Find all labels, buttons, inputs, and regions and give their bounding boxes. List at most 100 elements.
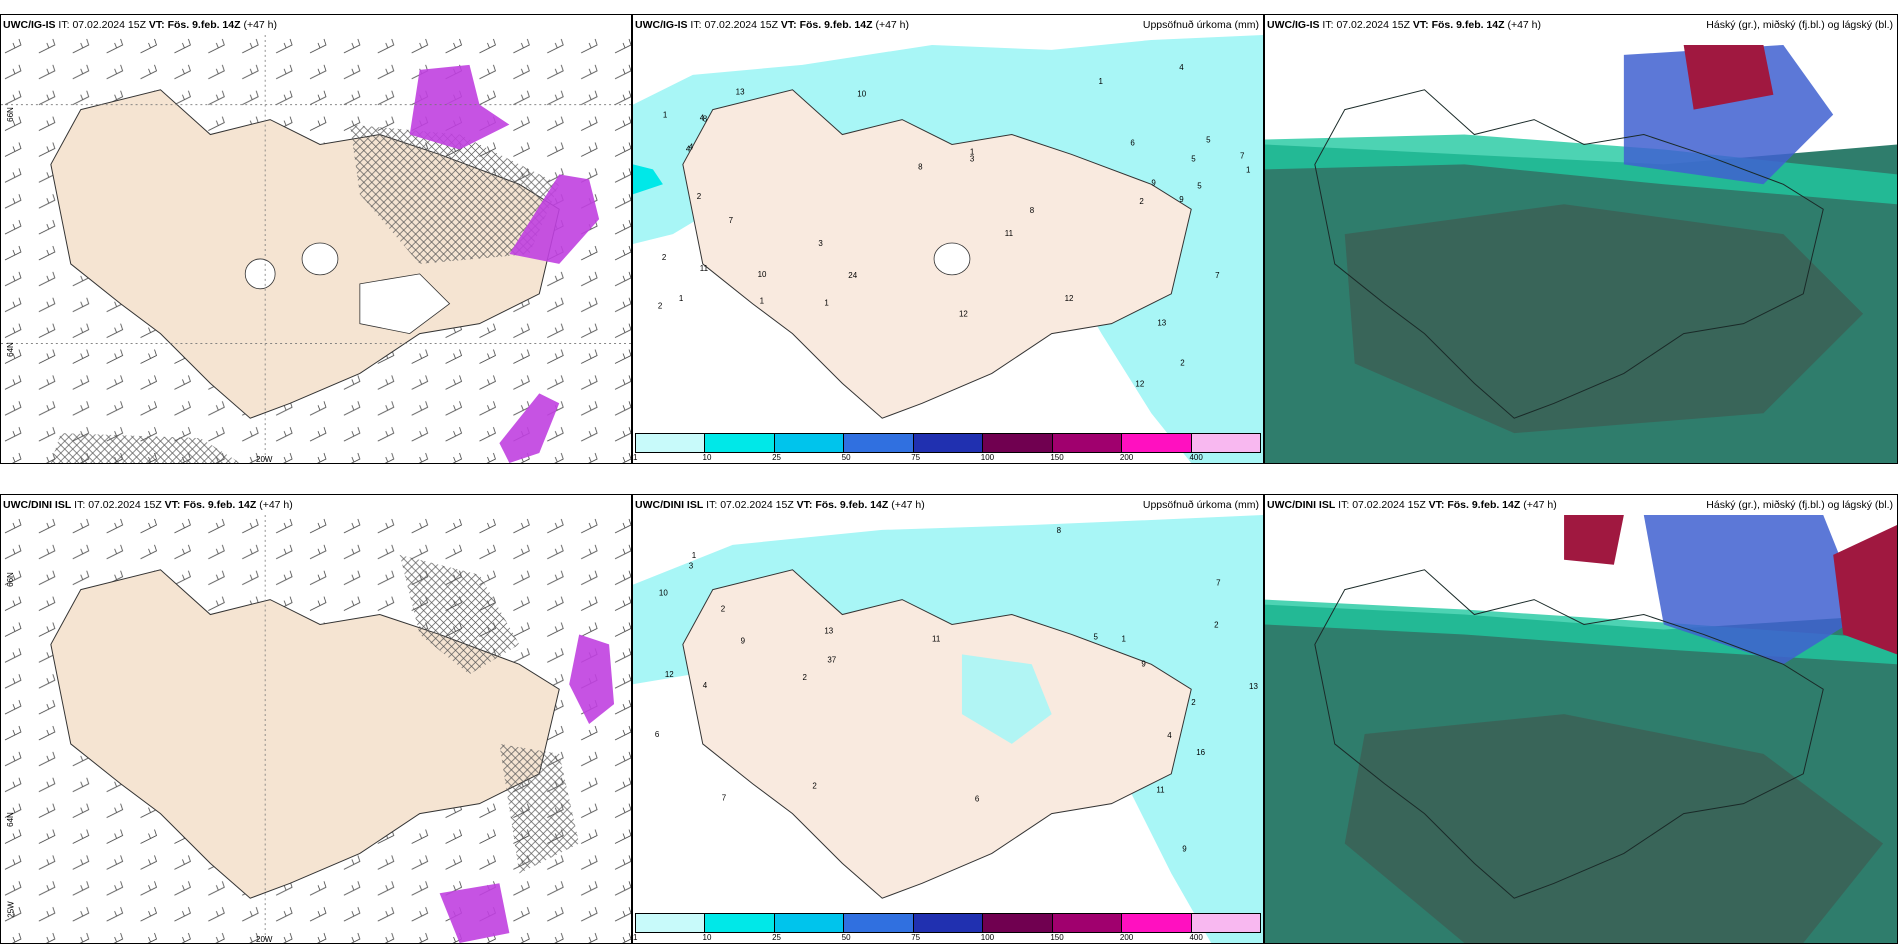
colorbar xyxy=(635,913,1261,933)
precip-map: 1 2 1 2 5 1 4 5 3 4 12 24 8 5 8 1 4 6 7 7 8 11 9 10 13 13 12 10 7 12 4… xyxy=(633,35,1263,463)
precip-value: 1 xyxy=(824,299,829,308)
colorbar-swatch xyxy=(983,914,1053,932)
colorbar-swatch xyxy=(774,434,845,452)
precip-value: 12 xyxy=(1135,379,1144,388)
panel-header: UWC/DINI ISL IT: 07.02.2024 15Z VT: Fös.… xyxy=(1,495,631,515)
precip-value: 1 xyxy=(1121,634,1126,643)
cloud-map xyxy=(1265,515,1897,943)
colorbar-swatch xyxy=(913,434,984,452)
colorbar-label: 50 xyxy=(841,453,851,462)
precip-value: 5 xyxy=(1206,136,1211,145)
precip-value: 3 xyxy=(689,562,694,571)
low-cloud-red xyxy=(1833,524,1897,655)
colorbar-swatch xyxy=(1122,914,1192,932)
precip-value: 8 xyxy=(703,115,708,124)
precip-value: 1 xyxy=(760,297,765,306)
glacier-outline xyxy=(933,242,971,276)
magenta-precip xyxy=(439,883,510,943)
low-cloud-red xyxy=(1564,515,1624,565)
colorbar-swatch xyxy=(913,914,984,932)
panel-precip-bottom: UWC/DINI ISL IT: 07.02.2024 15Z VT: Fös.… xyxy=(632,494,1264,944)
colorbar-label: 10 xyxy=(702,933,712,942)
panel-header: UWC/IG-IS IT: 07.02.2024 15Z VT: Fös. 9.… xyxy=(1265,15,1897,35)
colorbar-label: 10 xyxy=(702,453,712,462)
precip-value: 8 xyxy=(1057,526,1062,535)
colorbar-swatch xyxy=(774,914,845,932)
wind-map xyxy=(1,515,631,943)
precip-value: 4 xyxy=(689,142,694,151)
precip-value: 9 xyxy=(1151,178,1156,187)
hatched-area xyxy=(399,554,520,675)
panel-header: UWC/DINI ISL IT: 07.02.2024 15Z VT: Fös.… xyxy=(633,495,1263,515)
precip-value: 9 xyxy=(1179,195,1184,204)
iceland-landmass xyxy=(682,569,1192,899)
dark-land-cloud xyxy=(1344,204,1864,434)
colorbar-labels: 1 10 25 50 75 100 150 200 400 xyxy=(633,453,1261,463)
precip-value: 16 xyxy=(1196,748,1205,757)
precip-value: 5 xyxy=(1197,181,1202,190)
magenta-precip-3 xyxy=(499,393,560,463)
precip-value: 6 xyxy=(1130,138,1135,147)
precip-value: 12 xyxy=(665,670,674,679)
panel-precip-top: UWC/IG-IS IT: 07.02.2024 15Z VT: Fös. 9.… xyxy=(632,14,1264,464)
magenta-precip-2 xyxy=(509,174,600,264)
colorbar-label: 150 xyxy=(1050,933,1064,942)
lat-label: 64N xyxy=(5,342,15,357)
colorbar-label: 400 xyxy=(1189,933,1203,942)
colorbar-swatch xyxy=(1122,434,1192,452)
colorbar-swatch xyxy=(705,914,775,932)
precip-value: 6 xyxy=(975,795,980,804)
precip-value: 2 xyxy=(662,253,667,262)
magenta-precip xyxy=(569,634,615,725)
precip-value: 5 xyxy=(1094,632,1099,641)
hatched-area-2 xyxy=(50,433,241,463)
precip-value: 12 xyxy=(1065,294,1074,303)
colorbar-swatch xyxy=(844,914,914,932)
precip-value: 4 xyxy=(1179,63,1184,72)
colorbar-swatch xyxy=(1191,914,1260,932)
precip-value: 9 xyxy=(1141,659,1146,668)
precip-value: 2 xyxy=(802,673,807,682)
precip-value: 7 xyxy=(729,216,734,225)
precip-value: 2 xyxy=(1139,197,1144,206)
colorbar-label: 1 xyxy=(633,933,638,942)
mid-cloud-blue xyxy=(1643,515,1864,665)
magenta-precip-1 xyxy=(409,64,510,150)
precip-value: 4 xyxy=(700,114,705,123)
wind-map xyxy=(1,35,631,463)
precip-value: 12 xyxy=(959,310,968,319)
precip-value: 8 xyxy=(1030,206,1035,215)
iceland-landmass xyxy=(50,569,560,899)
colorbar-label: 75 xyxy=(911,453,921,462)
panel-wind-top: UWC/IG-IS IT: 07.02.2024 15Z VT: Fös. 9.… xyxy=(0,14,632,464)
colorbar-swatch xyxy=(1052,434,1123,452)
precip-value: 7 xyxy=(722,794,727,803)
precip-value: 13 xyxy=(1157,319,1166,328)
precip-value: 4 xyxy=(1167,731,1172,740)
precip-value-labels: 1 7 1 4 16 37 10 2 2 2 2 2 3 4 6 7 9 8 9 11 13 12 13 5 6 9 11 xyxy=(655,526,1259,854)
colorbar-swatch xyxy=(636,434,706,452)
colorbar-labels: 1 10 25 50 75 100 150 200 400 xyxy=(633,933,1261,943)
colorbar-label: 50 xyxy=(841,933,851,942)
mid-cloud-blue xyxy=(1623,44,1834,185)
colorbar-swatch xyxy=(844,434,914,452)
lat-label: 66N xyxy=(5,572,15,587)
precip-value: 10 xyxy=(659,589,668,598)
hatched-area-1 xyxy=(349,124,560,264)
hatched-area xyxy=(499,743,580,874)
precip-value: 3 xyxy=(970,154,975,163)
precip-value: 1 xyxy=(1246,165,1251,174)
precip-value: 7 xyxy=(1240,151,1245,160)
precip-value: 13 xyxy=(736,88,745,97)
panel-wind-bottom: UWC/DINI ISL IT: 07.02.2024 15Z VT: Fös.… xyxy=(0,494,632,944)
precip-value: 13 xyxy=(824,626,833,635)
colorbar-label: 75 xyxy=(911,933,921,942)
panel-header: UWC/IG-IS IT: 07.02.2024 15Z VT: Fös. 9.… xyxy=(633,15,1263,35)
colorbar-swatch xyxy=(636,914,706,932)
precip-value: 2 xyxy=(1191,698,1196,707)
precip-value: 13 xyxy=(1249,682,1258,691)
precip-value: 1 xyxy=(1099,77,1104,86)
iceland-outline xyxy=(1314,569,1824,899)
glacier-white-2 xyxy=(301,242,339,276)
